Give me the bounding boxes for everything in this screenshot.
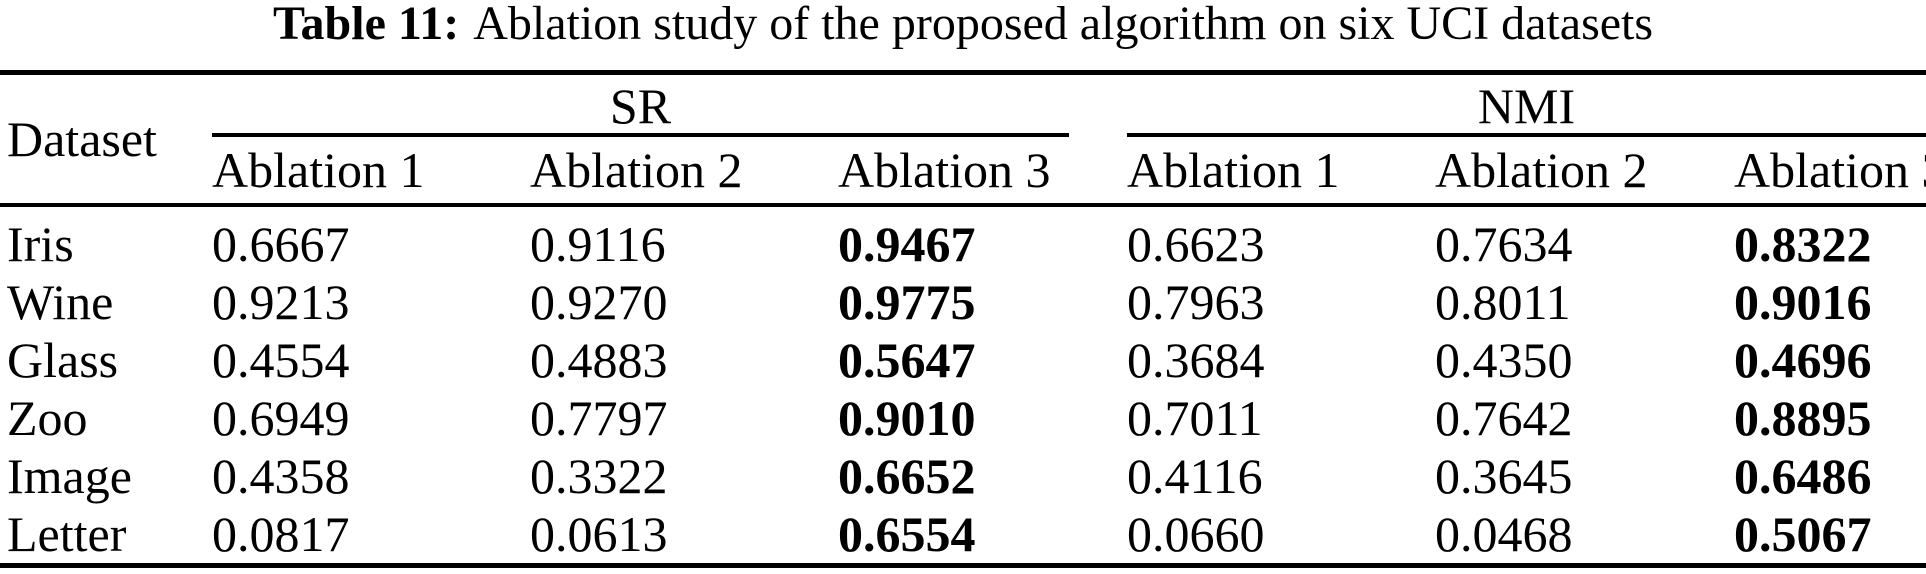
caption-text: Ablation study of the proposed algorithm… [473,0,1654,50]
table-top-rule [0,70,1926,75]
sr-group-header: SR [212,75,1127,137]
value-cell: 0.7642 [1435,390,1573,446]
group-header-row: Dataset SR NMI [0,75,1926,207]
value-cell: 0.7963 [1127,274,1265,330]
dataset-cell: Wine [7,274,114,330]
dataset-cell: Iris [7,216,74,272]
nmi-ablation1-header: Ablation 1 [1127,137,1436,207]
value-cell-best: 0.6652 [838,448,976,504]
value-cell: 0.0468 [1435,506,1573,562]
value-cell: 0.7797 [530,390,668,446]
value-cell-best: 0.5067 [1734,506,1872,562]
value-cell: 0.7634 [1435,216,1573,272]
value-cell: 0.4883 [530,332,668,388]
sr-ablation2-header: Ablation 2 [530,137,838,207]
value-cell-best: 0.9467 [838,216,976,272]
value-cell: 0.4554 [212,332,350,388]
value-cell-best: 0.5647 [838,332,976,388]
table-row: Image 0.4358 0.3322 0.6652 0.4116 0.3645… [0,447,1926,505]
value-cell: 0.0817 [212,506,350,562]
value-cell-best: 0.6486 [1734,448,1872,504]
sub-header-row: Ablation 1 Ablation 2 Ablation 3 Ablatio… [0,137,1926,207]
nmi-ablation2-header: Ablation 2 [1435,137,1735,207]
value-cell: 0.9116 [530,216,666,272]
dataset-cell: Letter [7,506,127,562]
dataset-cell: Zoo [7,390,88,446]
table-bottom-rule [0,563,1926,568]
dataset-cell: Image [7,448,132,504]
dataset-cell: Glass [7,332,119,388]
value-cell: 0.6949 [212,390,350,446]
sr-ablation1-header: Ablation 1 [212,137,530,207]
table-row: Glass 0.4554 0.4883 0.5647 0.3684 0.4350… [0,331,1926,389]
table-row: Wine 0.9213 0.9270 0.9775 0.7963 0.8011 … [0,273,1926,331]
nmi-group-header: NMI [1127,75,1926,137]
table-caption: Table 11: Ablation study of the proposed … [0,0,1926,70]
value-cell-best: 0.9016 [1734,274,1872,330]
value-cell: 0.9213 [212,274,350,330]
table-row: Zoo 0.6949 0.7797 0.9010 0.7011 0.7642 0… [0,389,1926,447]
value-cell-best: 0.9010 [838,390,976,446]
value-cell: 0.0660 [1127,506,1265,562]
value-cell: 0.3645 [1435,448,1573,504]
value-cell: 0.4350 [1435,332,1573,388]
value-cell: 0.6667 [212,216,350,272]
ablation-results-table: Dataset SR NMI Ablation 1 Ablation 2 Abl… [0,75,1926,563]
value-cell-best: 0.4696 [1734,332,1872,388]
value-cell: 0.4358 [212,448,350,504]
value-cell-best: 0.9775 [838,274,976,330]
value-cell: 0.4116 [1127,448,1263,504]
value-cell: 0.7011 [1127,390,1263,446]
value-cell-best: 0.8895 [1734,390,1872,446]
value-cell: 0.8011 [1435,274,1571,330]
table-row: Letter 0.0817 0.0613 0.6554 0.0660 0.046… [0,505,1926,563]
value-cell: 0.6623 [1127,216,1265,272]
nmi-ablation3-header: Ablation 3 [1734,137,1926,207]
caption-label: Table 11: [272,0,460,50]
value-cell: 0.3322 [530,448,668,504]
value-cell-best: 0.8322 [1734,216,1872,272]
value-cell: 0.9270 [530,274,668,330]
value-cell: 0.0613 [530,506,668,562]
value-cell-best: 0.6554 [838,506,976,562]
table-row: Iris 0.6667 0.9116 0.9467 0.6623 0.7634 … [0,205,1926,273]
value-cell: 0.3684 [1127,332,1265,388]
dataset-column-header: Dataset [0,75,212,207]
sr-ablation3-header: Ablation 3 [838,137,1128,207]
